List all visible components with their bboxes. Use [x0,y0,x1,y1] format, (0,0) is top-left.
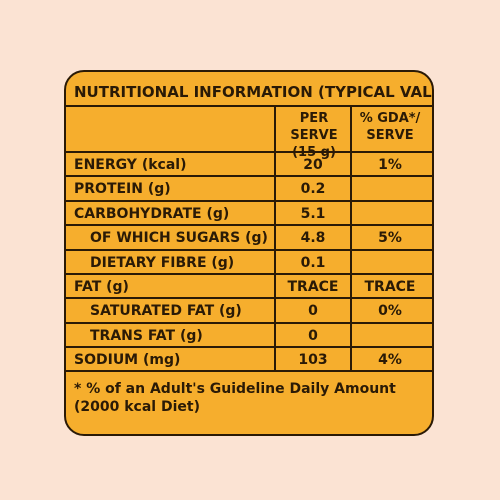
per-serve-value: 0 [308,327,318,344]
footnote-line1: * % of an Adult's Guideline Daily Amount [74,381,396,397]
nutrition-panel: NUTRITIONAL INFORMATION (TYPICAL VALUES)… [64,70,434,436]
per-serve-value: 20 [303,157,323,173]
nutrient-name: SODIUM (mg) [74,352,181,369]
nutrient-name: SATURATED FAT (g) [90,303,242,320]
row-divider [66,199,432,202]
nutrient-name: DIETARY FIBRE (g) [90,254,235,271]
nutrient-name: OF WHICH SUGARS (g) [90,230,268,247]
table-bottom-rule [66,370,432,372]
gda-value: 0% [378,303,402,320]
header-per-serve: PER SERVE (15 g) [278,110,350,161]
gda-value [352,177,428,201]
title-divider [66,105,432,107]
nutrient-name: ENERGY (kcal) [74,157,187,173]
per-serve-value: 103 [298,352,328,369]
row-divider [66,321,432,324]
per-serve-value: 0.1 [300,254,326,271]
header-per-serve-line1: PER SERVE [290,111,338,143]
column-divider-2 [350,107,352,370]
nutrient-name: PROTEIN (g) [74,181,171,198]
row-divider [66,151,432,153]
gda-footnote: * % of an Adult's Guideline Daily Amount… [74,380,424,416]
gda-value: 5% [378,230,402,247]
per-serve-value: TRACE [287,279,339,295]
gda-value: 1% [378,157,402,173]
per-serve-value: 4.8 [300,230,326,247]
nutrient-name: CARBOHYDRATE (g) [74,205,230,222]
header-gda-line2: SERVE [366,128,414,143]
nutrition-title: NUTRITIONAL INFORMATION (TYPICAL VALUES) [74,83,434,101]
header-gda-line1: % GDA*/ [359,111,421,126]
gda-value [352,202,428,226]
nutrient-name: FAT (g) [74,279,129,295]
gda-value [352,324,428,348]
per-serve-value: 0 [308,303,318,320]
footnote-line2: (2000 kcal Diet) [74,399,200,415]
gda-value: 4% [378,352,402,369]
nutrient-name: TRANS FAT (g) [90,327,203,344]
row-divider [66,273,432,275]
row-divider [66,346,432,349]
row-divider [66,248,432,251]
per-serve-value: 0.2 [300,181,326,198]
row-divider [66,224,432,227]
per-serve-value: 5.1 [300,205,326,222]
row-divider [66,175,432,178]
header-gda: % GDA*/ SERVE [352,110,428,144]
column-divider-1 [274,107,276,370]
gda-value: TRACE [364,279,416,295]
gda-value [352,251,428,275]
row-divider [66,297,432,300]
